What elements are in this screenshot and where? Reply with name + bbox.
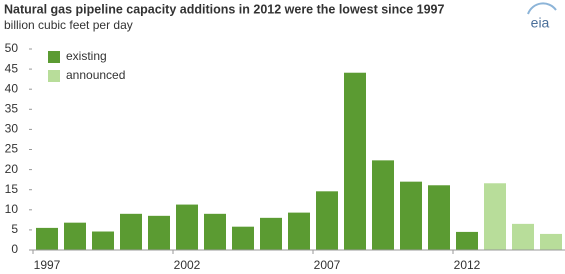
bar [64,222,86,250]
bar [260,217,282,250]
y-tick-label: 25 [5,142,19,156]
y-tick-label: 35 [5,101,19,115]
bar [36,227,58,250]
bar [456,231,478,250]
y-tick-label: 50 [5,41,19,55]
logo-arc [527,2,557,15]
y-tick-label: 10 [5,202,19,216]
y-tick-label: 20 [5,162,19,176]
x-tick-label: 2007 [314,258,341,272]
bar [484,183,506,250]
chart-subtitle: billion cubic feet per day [4,18,133,32]
y-tick-label: 30 [5,122,19,136]
chart-title: Natural gas pipeline capacity additions … [4,2,444,16]
bar [176,204,198,250]
logo: eia [527,2,557,31]
bar [92,231,114,250]
y-tick-label: 5 [11,222,18,236]
bar [428,185,450,250]
x-tick-label: 2012 [454,258,481,272]
bar [344,72,366,250]
bar [148,215,170,250]
bar [372,160,394,250]
bar [232,226,254,250]
logo-text: eia [531,15,550,31]
bar [204,213,226,250]
bar [120,213,142,250]
legend-label: existing [66,49,107,63]
y-tick-label: 45 [5,61,19,75]
legend-label: announced [66,68,125,82]
bar [512,223,534,250]
bar [316,191,338,250]
y-tick-label: 40 [5,81,19,95]
legend-swatch [48,51,60,63]
y-tick-label: 15 [5,182,19,196]
x-tick-label: 1997 [34,258,61,272]
x-tick-label: 2002 [174,258,201,272]
bar [288,212,310,250]
bar [540,233,562,250]
bar [400,181,422,250]
legend-swatch [48,70,60,82]
y-tick-label: 0 [11,242,18,256]
